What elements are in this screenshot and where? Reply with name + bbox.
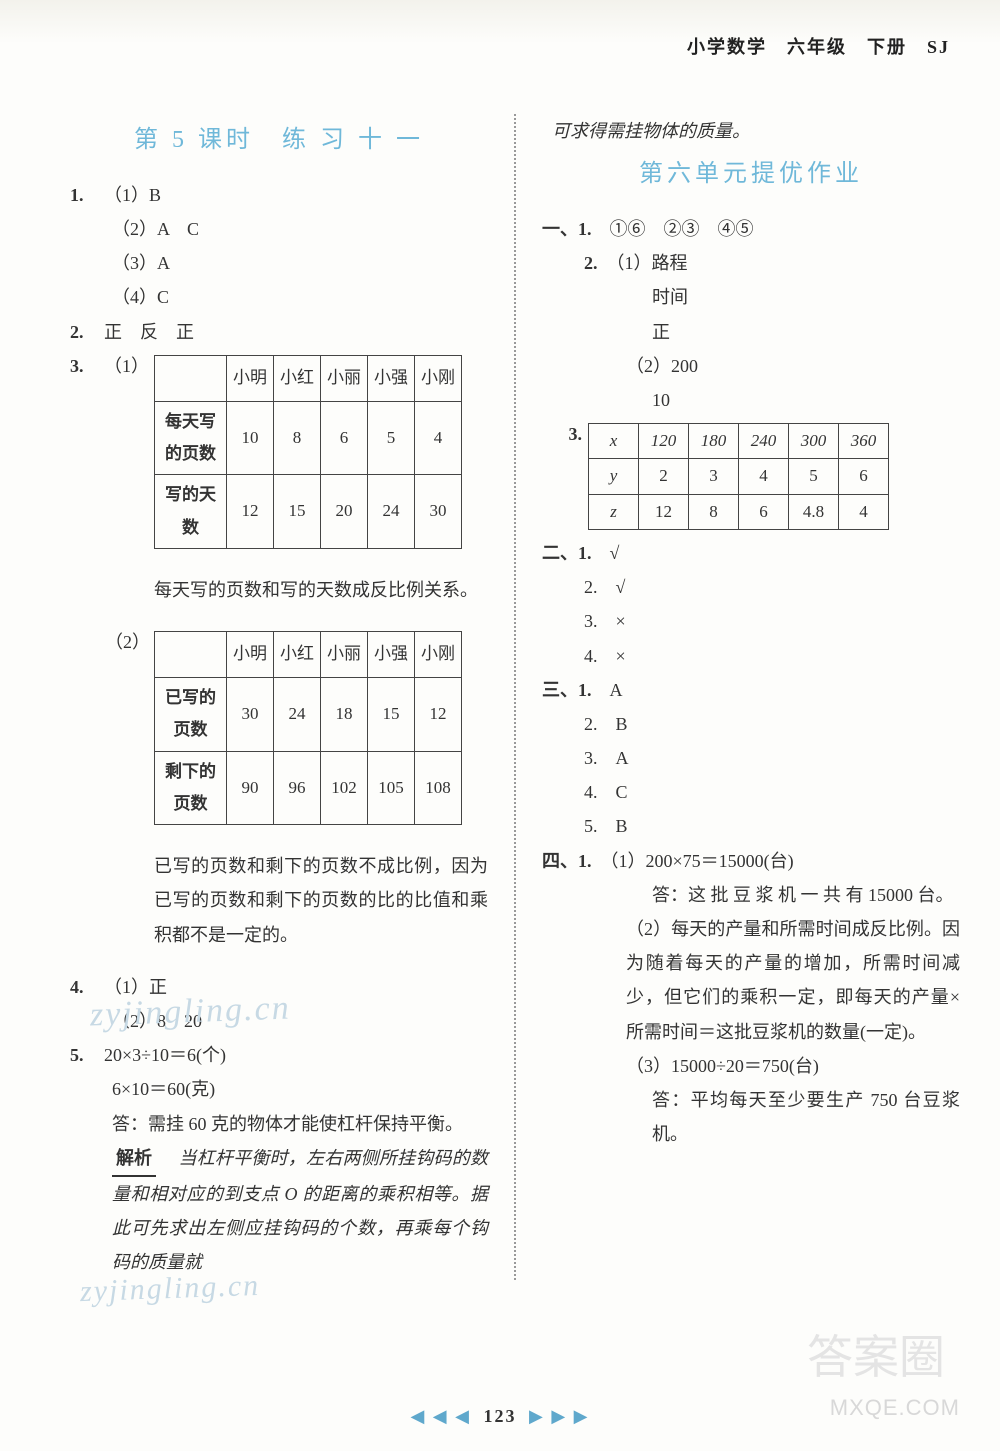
t1h2: 小红 [274,355,321,401]
cont-text: 可求得需挂物体的质量。 [542,114,960,148]
s3-label: 三、1. [542,680,592,700]
q3-label: 3. [70,349,104,383]
s1-label: 一、1. [542,219,592,239]
s4-p1b: 答：这 批 豆 浆 机 一 共 有 15000 台。 [542,878,960,912]
t1h1: 小明 [227,355,274,401]
s4-p1a: （1）200×75＝15000(台) [610,851,794,871]
s4-p3b: 答：平均每天至少要生产 750 台豆浆机。 [542,1083,960,1151]
q1-1: （1）B [104,185,161,205]
two-column-layout: 第 5 课时 练 习 十 一 1.（1）B （2）A C （3）A （4）C 2… [70,114,960,1279]
q3-table1: 小明 小红 小丽 小强 小刚 每天写的页数 10 8 6 5 4 [154,355,462,549]
page-number: 123 [484,1406,517,1426]
q5-l2: 6×10＝60(克) [70,1072,488,1106]
t1h5: 小刚 [415,355,462,401]
r-table-wrap: 3. x 120 180 240 300 360 y 2 3 4 [542,417,960,536]
right-section-title: 第六单元提优作业 [542,152,960,198]
s3-a3: 3. A [542,741,960,775]
left-section-title: 第 5 课时 练 习 十 一 [70,118,488,164]
t1h3: 小丽 [321,355,368,401]
q4-label: 4. [70,970,104,1004]
footer-left-arrows: ◀ ◀ ◀ [410,1406,471,1426]
q5-label: 5. [70,1038,104,1072]
s2-a2: 2. √ [542,570,960,604]
t1h4: 小强 [368,355,415,401]
s1-q2n: 2. [584,253,598,273]
s2-a1: √ [610,543,620,563]
s1-table: x 120 180 240 300 360 y 2 3 4 5 6 [588,423,889,530]
s3-a2: 2. B [542,707,960,741]
s3-a1: A [610,680,623,700]
q1-3: （3）A [70,246,488,280]
s1-q3n: 3. [542,417,588,451]
right-column: 可求得需挂物体的质量。 第六单元提优作业 一、1. ①⑥ ②③ ④⑤ 2. （1… [542,114,960,1279]
q5-ans: 答：需挂 60 克的物体才能使杠杆保持平衡。 [70,1107,488,1141]
s1-q2c: 正 [542,315,960,349]
q3-s1: （1） [104,356,149,376]
q5-l1: 20×3÷10＝6(个) [104,1045,226,1065]
q3-table2: 小明 小红 小丽 小强 小刚 已写的页数 30 24 18 15 12 [154,631,462,825]
q1-2: （2）A C [70,212,488,246]
s2-a3: 3. × [542,604,960,638]
q1-4: （4）C [70,280,488,314]
q2-label: 2. [70,315,104,349]
column-divider [514,114,516,1279]
s1-a: ①⑥ ②③ ④⑤ [610,219,754,239]
s1-q2e: 10 [542,383,960,417]
s1-q2a: （1）路程 [616,253,688,273]
s1-q2d: （2）200 [542,349,960,383]
page-header: 小学数学 六年级 下册 SJ [70,0,960,114]
q3-1-wrap: 3.（1） 小明 小红 小丽 小强 小刚 每天写的页数 10 8 [70,349,488,555]
q3-2-wrap: （2） 小明 小红 小丽 小强 小刚 已写的页数 30 24 18 [70,625,488,831]
footer-right-arrows: ▶ ▶ ▶ [529,1406,590,1426]
q4-b: （2）8 20 [70,1004,488,1038]
q1-label: 1. [70,178,104,212]
q2-text: 正 反 正 [104,322,194,342]
s2-label: 二、1. [542,543,592,563]
q3-note2: 已写的页数和剩下的页数不成比例，因为已写的页数和剩下的页数的比的比值和乘积都不是… [70,849,488,952]
s4-p2a: （2）每天的产量和所需时间成反比例。因为随着每天的产量的增加，所需时间减少，但它… [542,912,960,1049]
q4-a: （1）正 [104,977,167,997]
t1h0 [155,355,227,401]
left-column: 第 5 课时 练 习 十 一 1.（1）B （2）A C （3）A （4）C 2… [70,114,488,1279]
s1-q2b: 时间 [542,280,960,314]
s4-label: 四、1. [542,851,592,871]
s2-a4: 4. × [542,639,960,673]
analysis-label: 解析 [112,1141,156,1177]
s3-a4: 4. C [542,775,960,809]
watermark-3: 答案圈 [807,1314,945,1401]
s3-a5: 5. B [542,809,960,843]
page-footer: ◀ ◀ ◀ 123 ▶ ▶ ▶ [0,1399,1000,1433]
q3-s2: （2） [70,625,154,659]
q5-exp: 当杠杆平衡时，左右两侧所挂钩码的数量和相对应的到支点 O 的距离的乘积相等。据此… [112,1148,488,1273]
s4-p3a: （3）15000÷20＝750(台) [542,1049,960,1083]
q3-note1: 每天写的页数和写的天数成反比例关系。 [70,573,488,607]
page: 小学数学 六年级 下册 SJ 第 5 课时 练 习 十 一 1.（1）B （2）… [0,0,1000,1451]
